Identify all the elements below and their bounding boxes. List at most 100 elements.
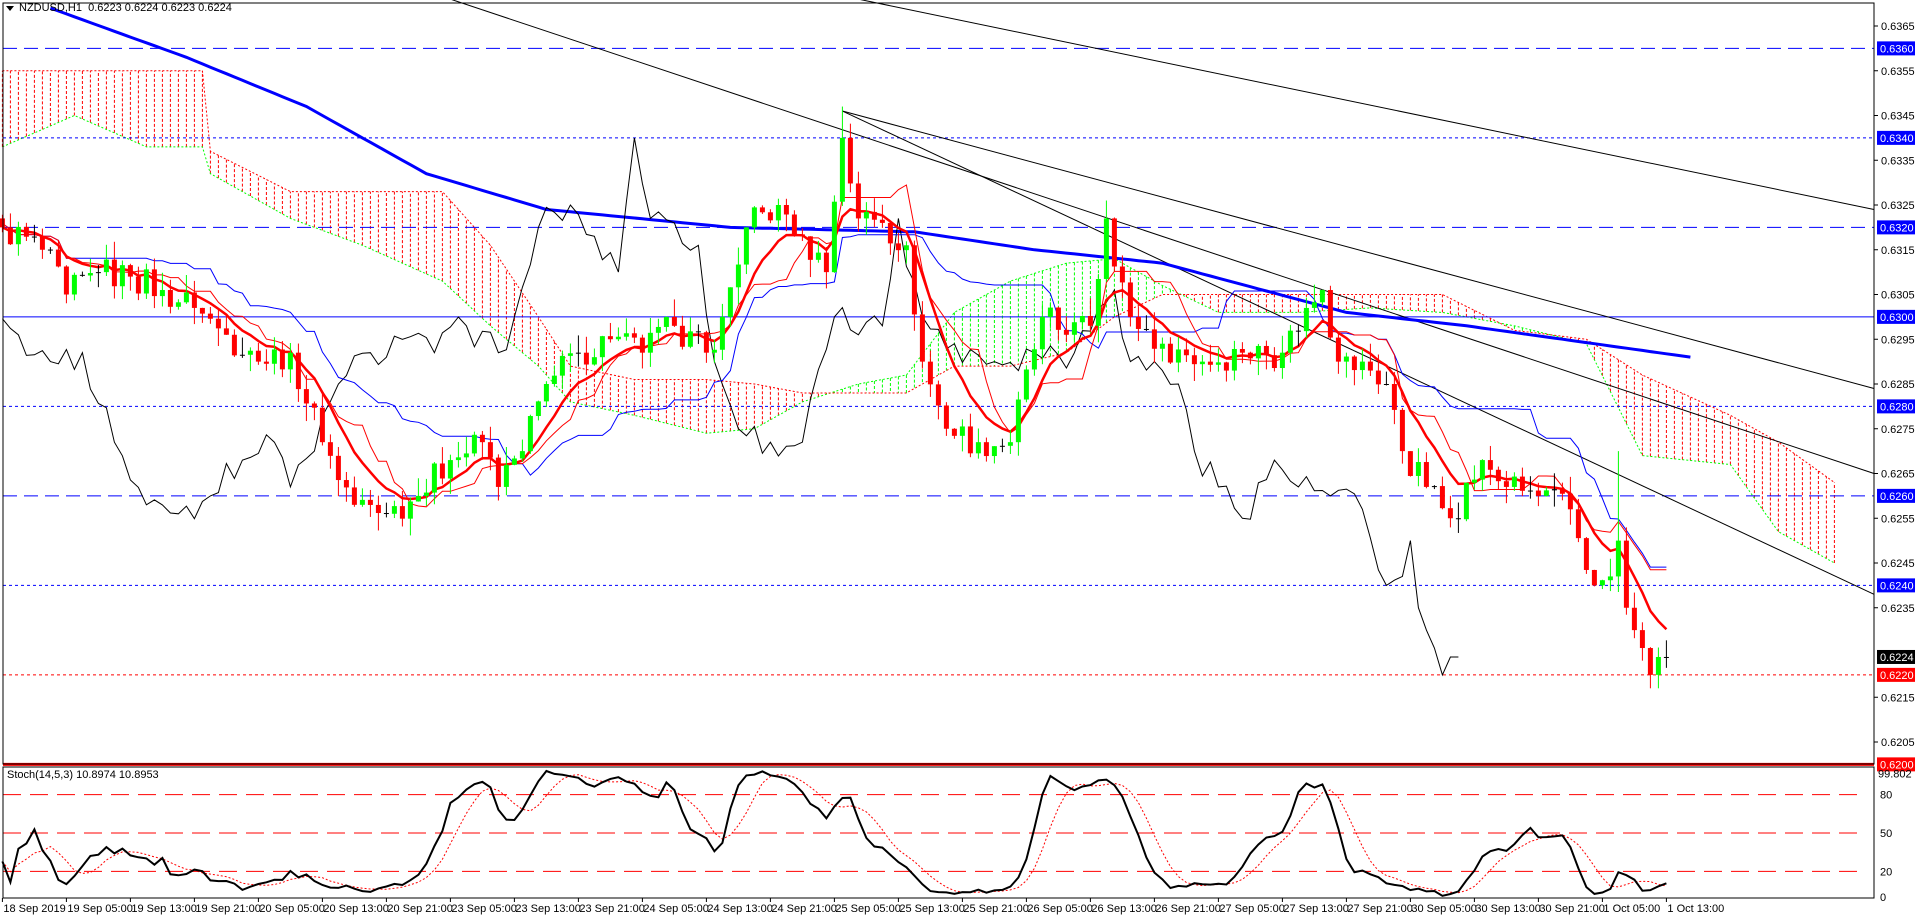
- candle-body: [495, 457, 501, 487]
- candle-body: [831, 201, 837, 273]
- candle-body: [727, 287, 733, 317]
- candle-body: [999, 445, 1005, 447]
- candle-body: [991, 446, 997, 457]
- candle-body: [423, 492, 429, 496]
- candle-body: [847, 137, 853, 184]
- candle-body: [1399, 409, 1405, 452]
- candle-body: [919, 314, 925, 362]
- candle-body: [711, 349, 717, 353]
- candle-body: [735, 264, 741, 288]
- candle-body: [1575, 509, 1581, 539]
- price-tick-label: 0.6325: [1881, 200, 1915, 212]
- candle-body: [591, 357, 597, 365]
- candle-body: [823, 252, 829, 273]
- candle-body: [223, 328, 229, 335]
- level-price-label-bg: [1877, 757, 1915, 772]
- candle-body: [671, 316, 677, 326]
- candle-body: [1151, 329, 1157, 349]
- candle-body: [583, 352, 589, 365]
- candle-body: [959, 426, 965, 436]
- candle-body: [375, 504, 381, 514]
- candle-body: [1015, 399, 1021, 443]
- level-price-label-bg: [1877, 578, 1915, 593]
- candle-body: [1543, 490, 1549, 496]
- candle-body: [791, 214, 797, 235]
- candle-body: [1439, 486, 1445, 509]
- candle-body: [519, 451, 525, 459]
- candle-body: [767, 212, 773, 221]
- candle-body: [815, 252, 821, 260]
- candle-body: [0, 218, 5, 228]
- candle-body: [663, 316, 669, 327]
- candle-body: [1239, 348, 1245, 353]
- candle-body: [863, 211, 869, 219]
- candle-body: [1383, 384, 1389, 385]
- candle-body: [127, 265, 133, 277]
- price-tick-label: 0.6305: [1881, 290, 1915, 302]
- candle-body: [879, 219, 885, 223]
- menu-triangle-icon[interactable]: [6, 5, 14, 11]
- candle-body: [1583, 538, 1589, 570]
- time-tick-label: 25 Sep 13:00: [899, 903, 964, 915]
- time-tick-label: 24 Sep 13:00: [707, 903, 772, 915]
- candle-body: [775, 205, 781, 221]
- stochastic-panel: [1, 769, 1864, 897]
- level-price-label-bg: [1877, 309, 1915, 324]
- candle-body: [335, 455, 341, 481]
- candle-body: [407, 501, 413, 519]
- candle-body: [399, 506, 405, 519]
- moving-average-slow: [49, 6, 1691, 359]
- time-tick-label: 26 Sep 21:00: [1155, 903, 1220, 915]
- candle-body: [415, 495, 421, 502]
- time-tick-label: 30 Sep 21:00: [1539, 903, 1604, 915]
- candle-body: [575, 352, 581, 354]
- candle-body: [527, 416, 533, 452]
- candle-body: [79, 274, 85, 276]
- time-tick-label: 19 Sep 13:00: [131, 903, 196, 915]
- trendline-2: [842, 110, 1875, 389]
- candle-body: [551, 375, 557, 384]
- candle-body: [1223, 362, 1229, 371]
- candle-body: [439, 463, 445, 479]
- candle-body: [431, 463, 437, 493]
- candle-body: [1655, 656, 1661, 675]
- trendlines: [451, 0, 1875, 595]
- time-tick-label: 1 Oct 05:00: [1603, 903, 1660, 915]
- candle-body: [1119, 266, 1125, 283]
- senkou-span-b: [2, 70, 1835, 483]
- candle-body: [1087, 315, 1093, 326]
- candle-body: [183, 292, 189, 303]
- time-tick-label: 19 Sep 21:00: [195, 903, 260, 915]
- candle-body: [1279, 352, 1285, 369]
- candle-body: [1143, 328, 1149, 330]
- price-tick-label: 0.6215: [1881, 692, 1915, 704]
- candle-body: [1503, 481, 1509, 487]
- candle-body: [391, 506, 397, 514]
- candle-body: [1047, 307, 1053, 317]
- current-price-label: 0.6224: [1880, 652, 1914, 664]
- candle-body: [1095, 278, 1101, 326]
- candle-body: [543, 384, 549, 402]
- ohlc-values: 0.6223 0.6224 0.6223 0.6224: [88, 2, 232, 14]
- price-tick-label: 0.6335: [1881, 155, 1915, 167]
- candle-body: [255, 350, 261, 362]
- symbol-label: NZDUSD,H1: [19, 2, 82, 14]
- candle-body: [15, 226, 21, 245]
- candle-body: [1591, 569, 1597, 586]
- chart-header: NZDUSD,H1 0.6223 0.6224 0.6223 0.6224: [6, 2, 232, 14]
- candle-body: [1639, 630, 1645, 649]
- candle-body: [887, 222, 893, 244]
- price-tick-label: 0.6255: [1881, 513, 1915, 525]
- candle-body: [1167, 343, 1173, 363]
- candle-body: [167, 290, 173, 307]
- candle-body: [1215, 362, 1221, 365]
- candle-body: [927, 361, 933, 385]
- time-tick-label: 23 Sep 21:00: [579, 903, 644, 915]
- candle-body: [1599, 580, 1605, 586]
- candle-body: [1127, 282, 1133, 317]
- candle-body: [1519, 476, 1525, 491]
- candle-body: [895, 243, 901, 251]
- level-price-label-bg: [1877, 130, 1915, 145]
- candle-body: [871, 211, 877, 220]
